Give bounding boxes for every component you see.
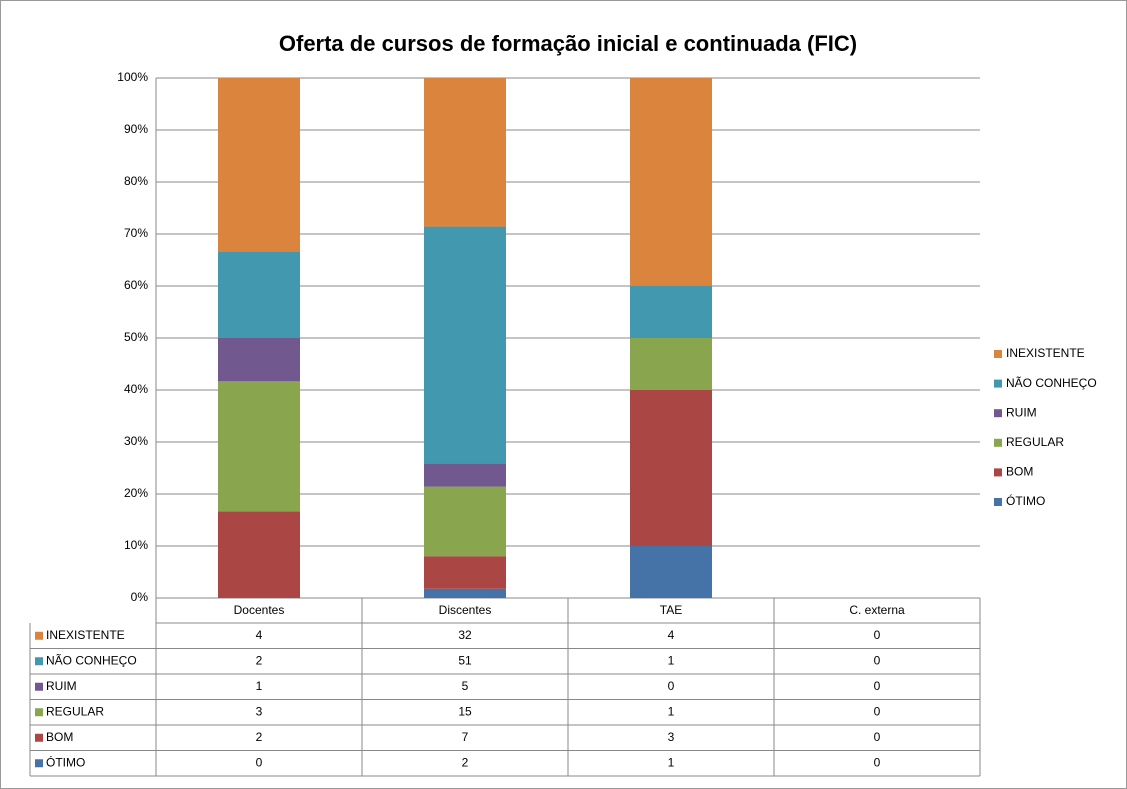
table-cell: 0 (874, 755, 881, 769)
table-cell: 2 (462, 755, 469, 769)
table-swatch (35, 708, 43, 717)
table-header: Discentes (439, 603, 492, 617)
chart-title: Oferta de cursos de formação inicial e c… (279, 31, 857, 56)
bar-segment (630, 546, 712, 598)
bar-segment (424, 486, 506, 557)
table-swatch (35, 682, 43, 691)
legend-label: REGULAR (1006, 435, 1064, 449)
table-cell: 51 (458, 653, 472, 667)
bar-segment (424, 463, 506, 487)
table-header: C. externa (849, 603, 905, 617)
legend-label: ÓTIMO (1006, 493, 1045, 508)
table-swatch (35, 759, 43, 768)
y-tick-label: 80% (124, 174, 148, 188)
table-cell: 2 (256, 653, 263, 667)
table-cell: 0 (874, 730, 881, 744)
bar-segment (218, 511, 300, 598)
legend-swatch (994, 379, 1002, 388)
legend-swatch (994, 409, 1002, 418)
bar-segment (424, 588, 506, 598)
table-cell: 3 (256, 704, 263, 718)
bar-segment (424, 556, 506, 589)
bar-segment (424, 226, 506, 464)
bar-segment (218, 78, 300, 252)
table-cell: 15 (458, 704, 472, 718)
y-tick-label: 50% (124, 330, 148, 344)
legend-label: RUIM (1006, 405, 1037, 419)
table-row-label: RUIM (46, 679, 77, 693)
bar-segment (630, 78, 712, 286)
table-cell: 0 (874, 628, 881, 642)
table-cell: 1 (668, 653, 675, 667)
bar-segment (218, 338, 300, 382)
table-cell: 5 (462, 679, 469, 693)
table-swatch (35, 657, 43, 666)
y-tick-label: 40% (124, 382, 148, 396)
table-header: TAE (660, 603, 682, 617)
legend-swatch (994, 468, 1002, 477)
y-tick-label: 100% (117, 70, 148, 84)
table-row-label: NÃO CONHEÇO (46, 653, 137, 667)
legend-swatch (994, 438, 1002, 447)
table-row-label: ÓTIMO (46, 754, 85, 769)
y-tick-label: 60% (124, 278, 148, 292)
table-cell: 1 (668, 755, 675, 769)
table-cell: 7 (462, 730, 469, 744)
y-tick-label: 20% (124, 486, 148, 500)
table-row-label: BOM (46, 730, 73, 744)
legend-label: NÃO CONHEÇO (1006, 376, 1097, 390)
legend-swatch (994, 350, 1002, 358)
table-cell: 4 (668, 628, 675, 642)
bar-segment (218, 251, 300, 338)
table-cell: 0 (874, 704, 881, 718)
table-header: Docentes (234, 603, 285, 617)
bar-segment (630, 286, 712, 338)
table-cell: 0 (874, 679, 881, 693)
y-tick-label: 30% (124, 434, 148, 448)
table-swatch (35, 733, 43, 742)
legend-swatch (994, 498, 1002, 506)
table-cell: 32 (458, 628, 472, 642)
bar-segment (424, 78, 506, 227)
bar-segment (630, 338, 712, 390)
y-tick-label: 10% (124, 538, 148, 552)
bar-segment (218, 381, 300, 512)
legend-label: BOM (1006, 465, 1033, 479)
y-tick-label: 90% (124, 122, 148, 136)
table-cell: 0 (874, 653, 881, 667)
y-tick-label: 0% (131, 590, 149, 604)
table-cell: 2 (256, 730, 263, 744)
table-cell: 3 (668, 730, 675, 744)
table-cell: 0 (256, 755, 263, 769)
table-row-label: REGULAR (46, 704, 104, 718)
bar-segment (630, 390, 712, 546)
table-cell: 4 (256, 628, 263, 642)
table-swatch (35, 631, 43, 640)
table-cell: 1 (256, 679, 263, 693)
table-cell: 0 (668, 679, 675, 693)
y-tick-label: 70% (124, 226, 148, 240)
table-cell: 1 (668, 704, 675, 718)
table-row-label: INEXISTENTE (46, 628, 125, 642)
legend-label: INEXISTENTE (1006, 346, 1085, 360)
